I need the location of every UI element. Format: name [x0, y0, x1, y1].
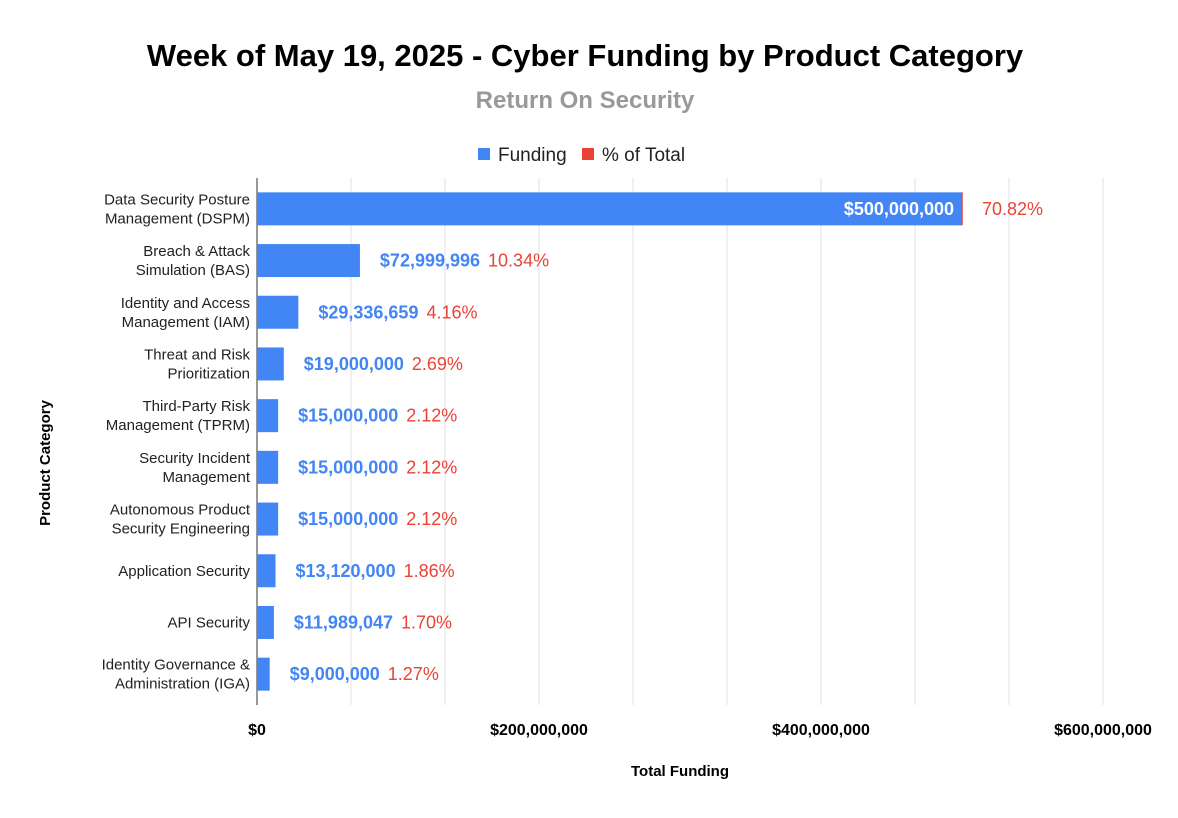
category-label: Identity Governance &: [102, 657, 250, 674]
bar-funding: [257, 450, 279, 484]
y-axis-title: Product Category: [37, 399, 54, 526]
funding-data-label: $19,000,000: [304, 354, 404, 374]
category-label: Autonomous Product: [110, 502, 251, 519]
funding-data-label: $15,000,000: [298, 509, 398, 529]
percent-data-label: 1.70%: [401, 612, 452, 632]
bar-funding: [257, 295, 299, 329]
bar-funding: [257, 192, 962, 226]
category-label: Simulation (BAS): [136, 262, 250, 279]
chart-subtitle: Return On Security: [476, 87, 695, 114]
funding-data-label: $72,999,996: [380, 251, 480, 271]
category-label: Threat and Risk: [144, 346, 250, 363]
x-axis-title: Total Funding: [631, 763, 729, 780]
bar-funding: [257, 347, 284, 381]
bar-funding: [257, 657, 270, 691]
bar-funding: [257, 605, 274, 639]
category-label: Management: [162, 469, 250, 486]
category-label: Administration (IGA): [115, 676, 250, 693]
funding-data-label: $500,000,000: [844, 199, 954, 219]
legend-swatch-funding: [478, 148, 490, 160]
percent-data-label: 2.69%: [412, 354, 463, 374]
percent-data-label: 2.12%: [406, 509, 457, 529]
bar-funding: [257, 502, 279, 536]
legend-swatch-percent: [582, 148, 594, 160]
percent-data-label: 2.12%: [406, 406, 457, 426]
percent-data-label: 2.12%: [406, 457, 457, 477]
funding-data-label: $29,336,659: [318, 302, 418, 322]
category-label: Prioritization: [167, 365, 250, 382]
x-axis-ticks: $0 $200,000,000 $400,000,000 $600,000,000: [248, 722, 1152, 739]
percent-data-label: 1.86%: [404, 561, 455, 581]
category-label: Data Security Posture: [104, 191, 250, 208]
x-tick-label: $0: [248, 722, 266, 739]
funding-data-label: $9,000,000: [290, 664, 380, 684]
bars: [257, 192, 962, 691]
percent-data-label: 70.82%: [982, 199, 1043, 219]
category-label: Management (IAM): [122, 314, 250, 331]
percent-data-label: 1.27%: [388, 664, 439, 684]
data-labels: $500,000,000 70.82% $72,999,996 10.34% $29,3…: [290, 192, 1043, 684]
category-label: Management (DSPM): [105, 210, 250, 227]
funding-data-label: $15,000,000: [298, 457, 398, 477]
category-label: Breach & Attack: [143, 243, 250, 260]
bar-funding: [257, 399, 279, 433]
category-label: API Security: [167, 614, 250, 631]
x-tick-label: $200,000,000: [490, 722, 588, 739]
category-label: Security Incident: [139, 450, 251, 467]
legend-label-percent: % of Total: [602, 145, 685, 166]
percent-data-label: 10.34%: [488, 251, 549, 271]
category-label: Application Security: [118, 563, 250, 580]
category-label: Security Engineering: [112, 521, 250, 538]
category-label: Management (TPRM): [106, 417, 250, 434]
funding-data-label: $11,989,047: [294, 612, 393, 632]
x-tick-label: $400,000,000: [772, 722, 870, 739]
funding-data-label: $15,000,000: [298, 406, 398, 426]
percent-data-label: 4.16%: [426, 302, 477, 322]
bar-funding: [257, 554, 276, 588]
x-tick-label: $600,000,000: [1054, 722, 1152, 739]
category-label: Third-Party Risk: [142, 398, 250, 415]
legend-label-funding: Funding: [498, 145, 567, 166]
legend: Funding % of Total: [478, 145, 685, 166]
funding-data-label: $13,120,000: [295, 561, 395, 581]
category-label: Identity and Access: [121, 295, 250, 312]
category-labels: Data Security Posture Management (DSPM) Br…: [102, 191, 251, 692]
bar-funding: [257, 244, 360, 278]
chart-title: Week of May 19, 2025 - Cyber Funding by …: [147, 38, 1024, 73]
